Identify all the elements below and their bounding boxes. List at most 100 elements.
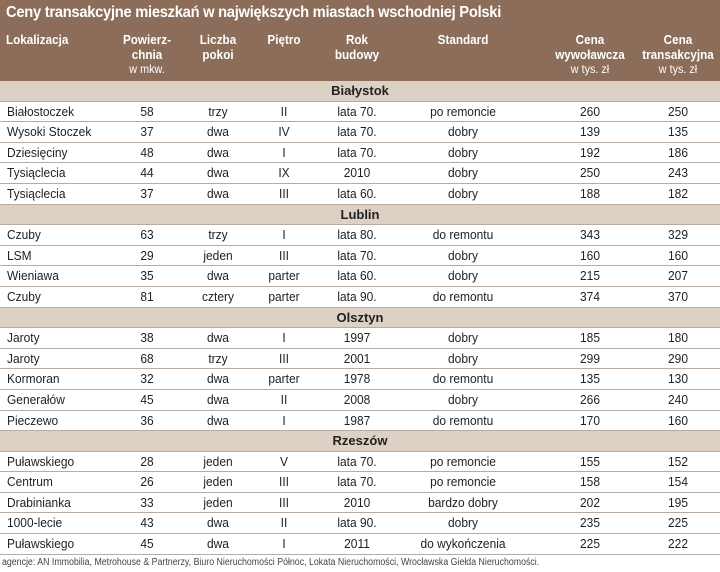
- table-cell: 2010: [343, 494, 371, 510]
- table-cell: dobry: [448, 124, 478, 140]
- table-cell: I: [282, 144, 286, 160]
- table-cell: Wysoki Stoczek: [7, 124, 92, 140]
- table-cell: dwa: [207, 371, 229, 387]
- table-cell: Czuby: [7, 288, 41, 304]
- table-row: Tysiąclecia 44 dwa IX 2010 dobry 250 243: [0, 163, 720, 184]
- table-cell: II: [280, 103, 288, 119]
- table-row: Białostoczek 58 trzy II lata 70. po remoncie 2…: [0, 102, 720, 123]
- table-cell: IV: [278, 124, 290, 140]
- table-cell: 160: [668, 247, 688, 263]
- column-label: Rok budowy: [334, 32, 380, 62]
- table-cell: II: [280, 515, 288, 531]
- column-header: Piętro: [230, 32, 338, 47]
- table-cell: 81: [140, 288, 154, 304]
- table-cell: jeden: [203, 453, 233, 469]
- table-cell: 38: [140, 330, 154, 346]
- table-row: 1000-lecie 43 dwa II lata 90. dobry 235 225: [0, 513, 720, 535]
- table-cell: III: [279, 494, 289, 510]
- table-cell: 170: [580, 412, 600, 428]
- table-cell: 235: [580, 515, 600, 531]
- table-cell: 225: [668, 515, 688, 531]
- table-cell: po remoncie: [430, 453, 496, 469]
- table-cell: Tysiąclecia: [7, 165, 66, 181]
- city-section-header: Lublin: [0, 204, 720, 226]
- source-footnote: agencje: AN Immobilia, Metrohouse & Part…: [2, 557, 540, 568]
- table-cell: dobry: [448, 165, 478, 181]
- table-cell: lata 80.: [337, 227, 377, 243]
- table-cell: 33: [140, 494, 154, 510]
- table-row: LSM 29 jeden III lata 70. dobry 160 160: [0, 246, 720, 267]
- table-cell: dwa: [207, 330, 229, 346]
- table-cell: parter: [268, 288, 300, 304]
- table-cell: 135: [580, 371, 600, 387]
- column-unit: w mkw.: [129, 62, 165, 76]
- table-row: Pieczewo 36 dwa I 1987 do remontu 170 160: [0, 411, 720, 432]
- table-cell: III: [279, 474, 289, 490]
- column-label: Cena wywoławcza: [555, 32, 625, 62]
- table-cell: 26: [140, 474, 154, 490]
- table-cell: Puławskiego: [7, 536, 75, 552]
- table-cell: Centrum: [7, 474, 53, 490]
- table-cell: 29: [140, 247, 154, 263]
- table-cell: I: [282, 412, 286, 428]
- table-cell: I: [282, 227, 286, 243]
- table-cell: lata 70.: [337, 247, 377, 263]
- table-cell: Puławskiego: [7, 453, 75, 469]
- table-cell: 139: [580, 124, 600, 140]
- table-cell: dwa: [207, 391, 229, 407]
- table-cell: lata 90.: [337, 288, 377, 304]
- table-cell: IX: [278, 165, 290, 181]
- table-cell: Białostoczek: [7, 103, 75, 119]
- column-unit: w tys. zł: [658, 62, 698, 76]
- table-cell: Kormoran: [7, 371, 60, 387]
- table-title: Ceny transakcyjne mieszkań w największyc…: [6, 4, 502, 21]
- table-row: Drabinianka 33 jeden III 2010 bardzo dobry 202…: [0, 493, 720, 514]
- table-cell: LSM: [7, 247, 32, 263]
- table-cell: 48: [140, 144, 154, 160]
- table-cell: 250: [668, 103, 688, 119]
- table-cell: Tysiąclecia: [7, 185, 66, 201]
- table-cell: 37: [140, 124, 154, 140]
- table-cell: 215: [580, 268, 600, 284]
- table-cell: 329: [668, 227, 688, 243]
- column-label: Standard: [437, 32, 489, 47]
- table-cell: 37: [140, 185, 154, 201]
- table-cell: 207: [668, 268, 688, 284]
- table-cell: Czuby: [7, 227, 41, 243]
- table-cell: dwa: [207, 144, 229, 160]
- table-cell: 130: [668, 371, 688, 387]
- table-cell: 185: [580, 330, 600, 346]
- table-cell: 35: [140, 268, 154, 284]
- table-cell: jeden: [203, 247, 233, 263]
- table-cell: Dziesięciny: [7, 144, 68, 160]
- table-cell: 290: [668, 350, 688, 366]
- table-cell: 44: [140, 165, 154, 181]
- city-section-header: Rzeszów: [0, 431, 720, 452]
- table-cell: dwa: [207, 536, 229, 552]
- table-cell: 299: [580, 350, 600, 366]
- table-cell: lata 60.: [337, 268, 377, 284]
- table-cell: dwa: [207, 165, 229, 181]
- table-row: Jaroty 38 dwa I 1997 dobry 185 180: [0, 328, 720, 349]
- table-cell: trzy: [208, 350, 228, 366]
- table-cell: po remoncie: [430, 103, 496, 119]
- table-cell: 202: [580, 494, 600, 510]
- table-row: Jaroty 68 trzy III 2001 dobry 299 290: [0, 349, 720, 370]
- city-section-header: Olsztyn: [0, 307, 720, 329]
- table-cell: III: [279, 185, 289, 201]
- table-cell: jeden: [203, 474, 233, 490]
- table-cell: II: [280, 391, 288, 407]
- table-cell: I: [282, 536, 286, 552]
- table-cell: Wieniawa: [7, 268, 59, 284]
- table-cell: 195: [668, 494, 688, 510]
- column-unit: w tys. zł: [570, 62, 610, 76]
- table-cell: 152: [668, 453, 688, 469]
- table-cell: do wykończenia: [420, 536, 506, 552]
- table-cell: bardzo dobry: [428, 494, 498, 510]
- price-table: Białystok Białostoczek 58 trzy II lata 70. po …: [0, 81, 720, 555]
- table-row: Centrum 26 jeden III lata 70. po remoncie 158 1…: [0, 472, 720, 493]
- table-cell: po remoncie: [430, 474, 496, 490]
- table-cell: trzy: [208, 227, 228, 243]
- table-cell: parter: [268, 371, 300, 387]
- table-cell: 225: [580, 536, 600, 552]
